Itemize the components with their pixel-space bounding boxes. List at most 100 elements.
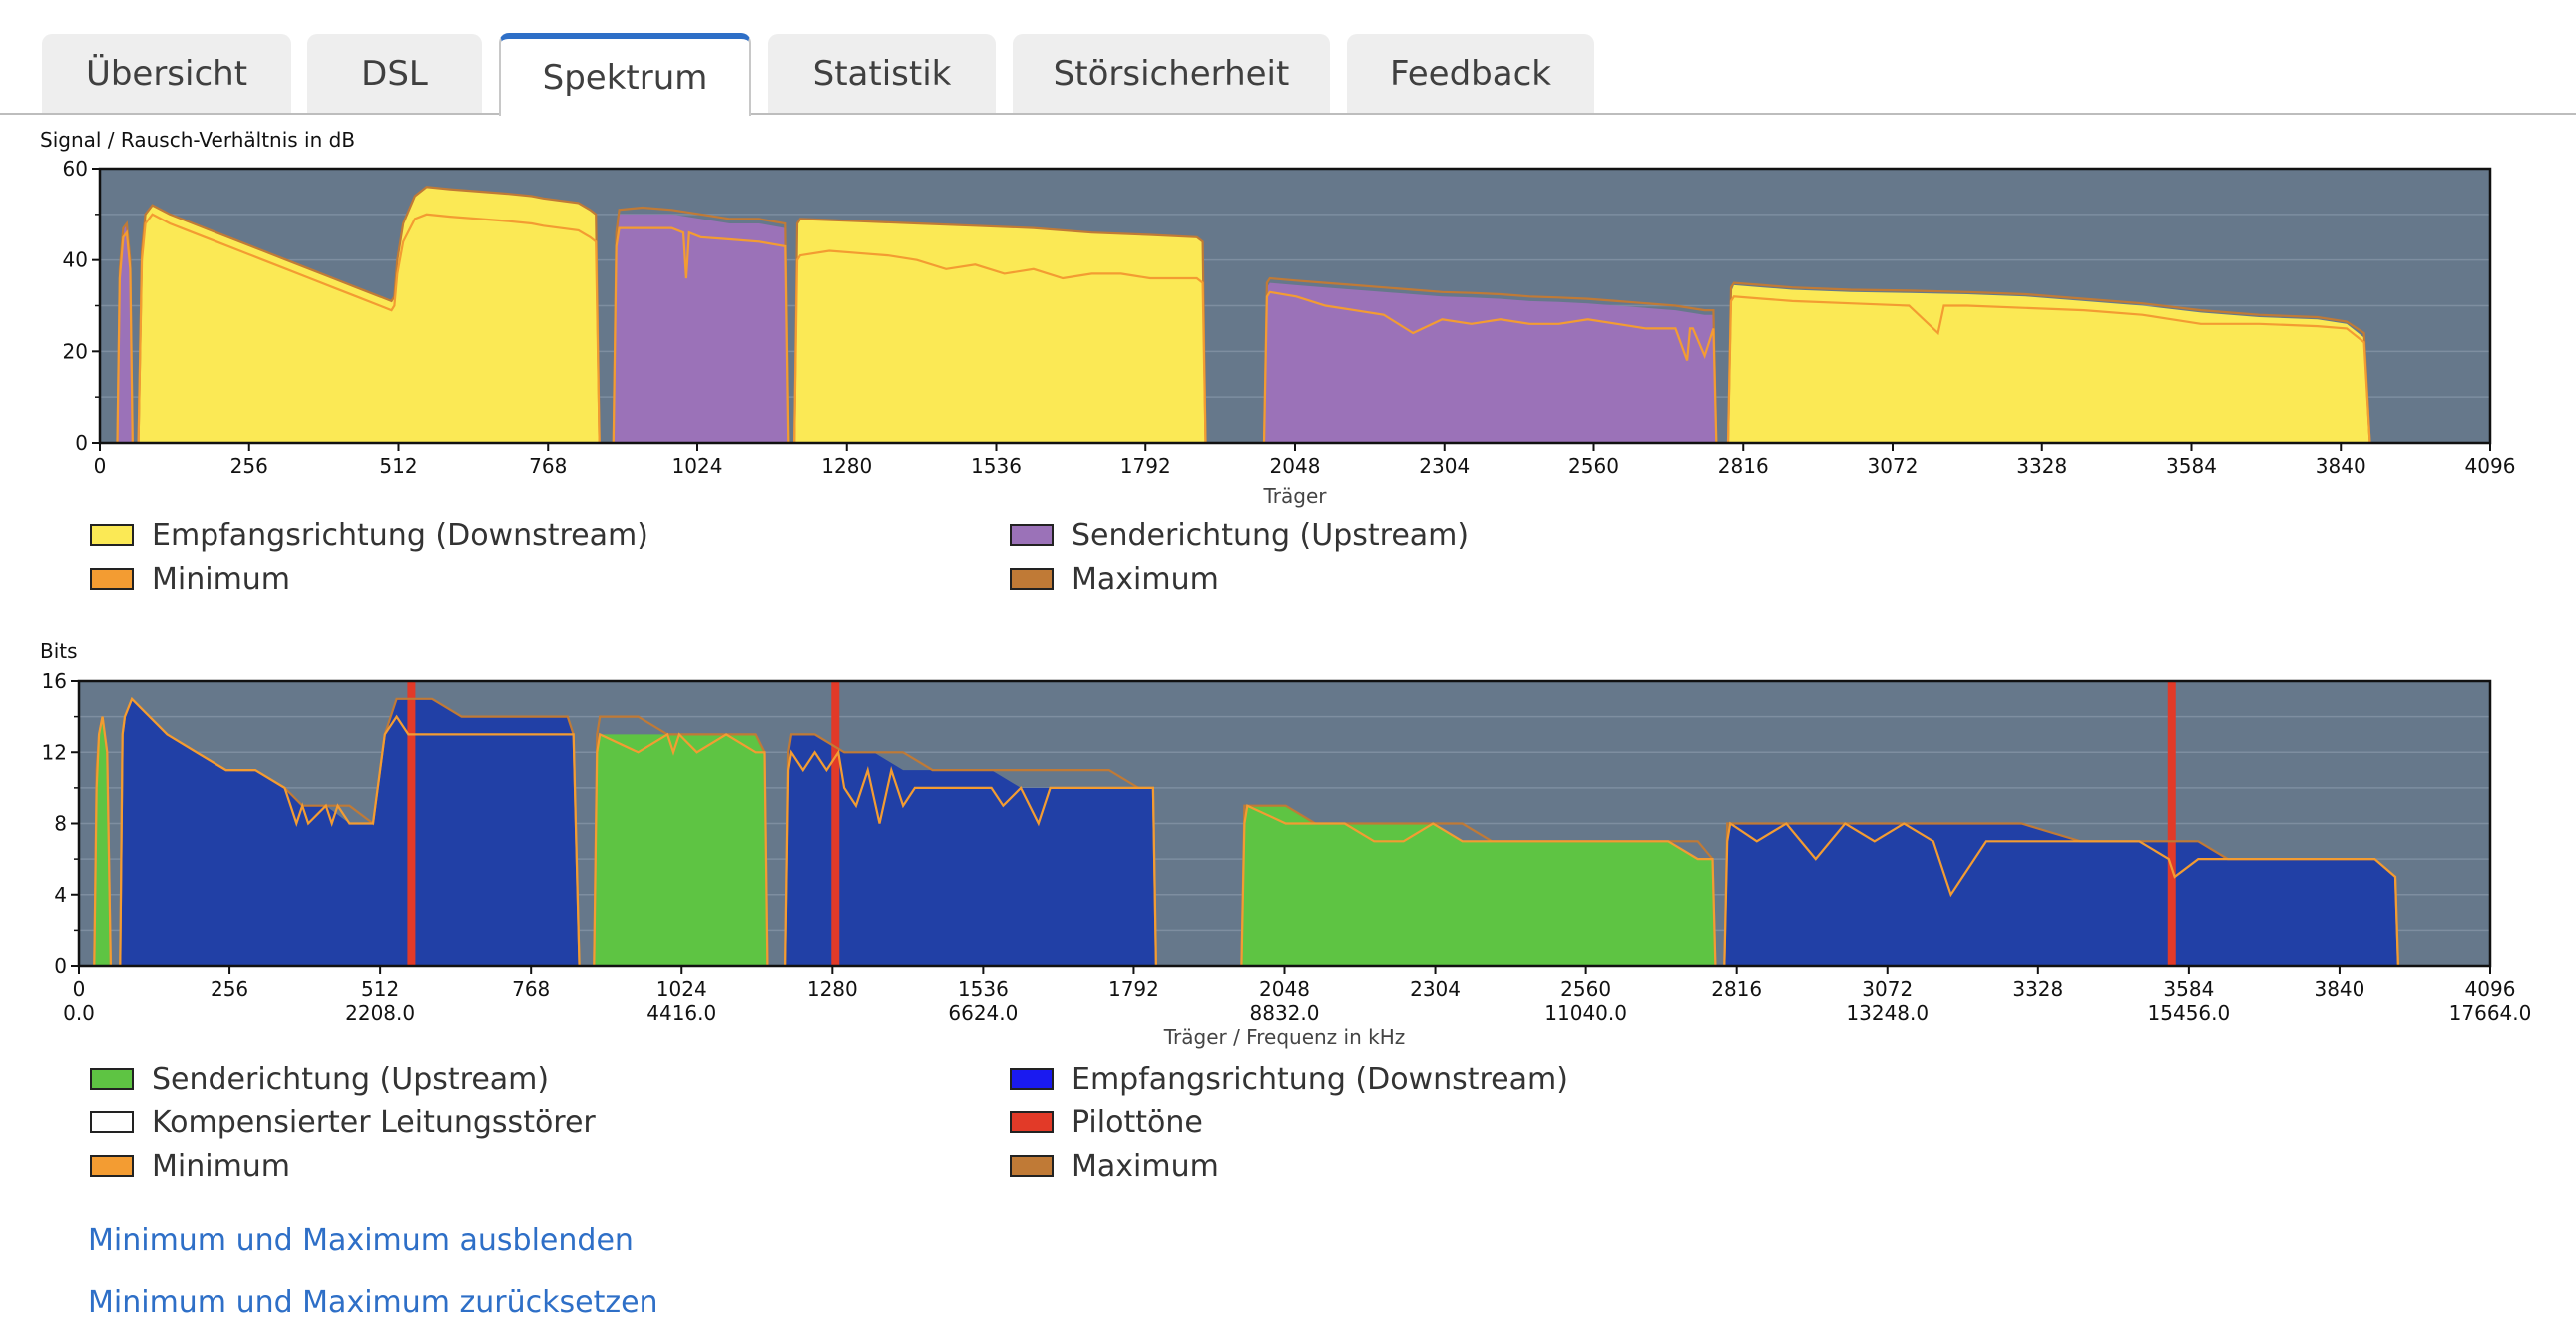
bits-chart-title: Bits [40,639,78,662]
tab-label: Statistik [812,54,952,94]
line-minimum [137,213,601,444]
x-tick-label: 3328 [2012,977,2063,1001]
line-minimum [1723,821,2399,967]
hide-minmax-link[interactable]: Minimum und Maximum ausblenden [88,1223,634,1258]
snr-chart-title: Signal / Rausch-Verhältnis in dB [40,128,356,152]
legend-item: Empfangsrichtung (Downstream) [1010,1060,1568,1098]
pilot-tone-bar [831,681,840,966]
x-axis-label: Träger [1263,484,1328,508]
tab-statistik[interactable]: Statistik [768,34,996,114]
y-tick-label: 60 [63,157,88,181]
x-freq-tick-label: 13248.0 [1846,1001,1929,1025]
bits-chart: 0 4 8 12 16 0 256 512 768 1024 1280 1536 1792 2048 230… [42,669,2532,1049]
x-tick-label: 3584 [2163,977,2214,1001]
tab-spektrum[interactable]: Spektrum [499,33,751,116]
area-senderichtung-upstream [117,223,133,443]
line-maximum [793,218,1207,444]
line-minimum [93,716,112,967]
x-tick-label: 2560 [1568,454,1619,478]
x-tick-label: 768 [529,454,567,478]
tab-bar: Übersicht DSL Spektrum Statistik Störsic… [0,0,2576,116]
x-freq-tick-label: 11040.0 [1544,1001,1627,1025]
line-minimum [612,226,790,444]
tab-feedback[interactable]: Feedback [1347,34,1594,114]
tab-label: Feedback [1390,54,1551,94]
legend-label: Senderichtung (Upstream) [152,1061,550,1097]
x-tick-label: 2816 [1718,454,1769,478]
x-tick-label: 1024 [656,977,707,1001]
x-tick-label: 3584 [2166,454,2217,478]
y-tick-label: 0 [75,431,88,455]
legend-item: Senderichtung (Upstream) [90,1060,549,1098]
x-tick-label: 3328 [2016,454,2067,478]
x-freq-tick-label: 4416.0 [646,1001,716,1025]
x-tick-label: 0 [94,454,107,478]
x-tick-label: 2048 [1259,977,1310,1001]
y-tick-label: 8 [54,812,67,836]
area-senderichtung-upstream [1241,805,1716,966]
y-tick-label: 12 [42,740,67,764]
legend-item: Maximum [1010,1147,1219,1185]
x-tick-label: 0 [73,977,86,1001]
legend-swatch [90,1155,134,1177]
x-tick-label: 768 [512,977,550,1001]
legend-label: Minimum [152,1148,291,1184]
legend-label: Pilottöne [1072,1104,1203,1140]
line-minimum [119,696,581,967]
legend-swatch [1010,1155,1054,1177]
x-axis-label: Träger / Frequenz in kHz [1163,1025,1405,1049]
x-tick-label: 1280 [821,454,872,478]
tab-uebersicht[interactable]: Übersicht [42,34,291,114]
reset-minmax-link[interactable]: Minimum und Maximum zurücksetzen [88,1285,658,1320]
line-minimum [1262,290,1718,444]
x-tick-label: 2304 [1419,454,1470,478]
x-tick-label: 1792 [1120,454,1171,478]
pilot-tone-bar [407,681,416,966]
y-tick-label: 20 [63,339,88,363]
x-tick-label: 1536 [971,454,1022,478]
x-tick-label: 4096 [2465,977,2516,1001]
legend-swatch [1010,568,1054,590]
tab-divider [0,113,2576,115]
legend-item: Kompensierter Leitungsstörer [90,1103,596,1141]
tab-label: Störsicherheit [1053,54,1290,94]
legend-label: Kompensierter Leitungsstörer [152,1104,596,1140]
x-tick-label: 3072 [1868,454,1919,478]
area-senderichtung-upstream [594,734,768,966]
partial-circle-icon [2482,0,2542,6]
x-freq-tick-label: 0.0 [63,1001,95,1025]
legend-label: Maximum [1072,561,1219,597]
legend-item: Minimum [90,560,290,598]
line-minimum [593,732,769,967]
line-minimum [1240,804,1717,967]
x-freq-tick-label: 2208.0 [345,1001,415,1025]
legend-label: Empfangsrichtung (Downstream) [1072,1061,1568,1097]
y-tick-label: 16 [42,669,67,693]
x-freq-tick-label: 6624.0 [948,1001,1018,1025]
line-minimum [1726,295,2371,444]
line-maximum [612,206,790,444]
legend-label: Minimum [152,561,291,597]
legend-item: Empfangsrichtung (Downstream) [90,516,648,554]
x-tick-label: 2048 [1270,454,1321,478]
snr-chart: 0 20 40 60 0 256 512 768 1024 1280 1536 1792 2048 230… [63,157,2516,508]
tab-label: Spektrum [542,57,708,98]
tab-dsl[interactable]: DSL [307,34,482,114]
tab-stoersicherheit[interactable]: Störsicherheit [1013,34,1330,114]
x-tick-label: 3072 [1862,977,1913,1001]
legend-item: Senderichtung (Upstream) [1010,516,1469,554]
area-empfangsrichtung-downstream [785,734,1156,966]
line-minimum [116,229,134,444]
tab-label: DSL [361,54,428,94]
legend-swatch [90,1111,134,1133]
legend-label: Maximum [1072,1148,1219,1184]
x-tick-label: 256 [211,977,248,1001]
y-tick-label: 40 [63,248,88,272]
x-freq-tick-label: 8832.0 [1250,1001,1320,1025]
line-maximum [784,733,1157,967]
line-minimum [784,749,1157,967]
area-empfangsrichtung-downstream [138,187,600,444]
x-tick-label: 256 [230,454,268,478]
legend-swatch [90,568,134,590]
legend-swatch [90,1068,134,1090]
